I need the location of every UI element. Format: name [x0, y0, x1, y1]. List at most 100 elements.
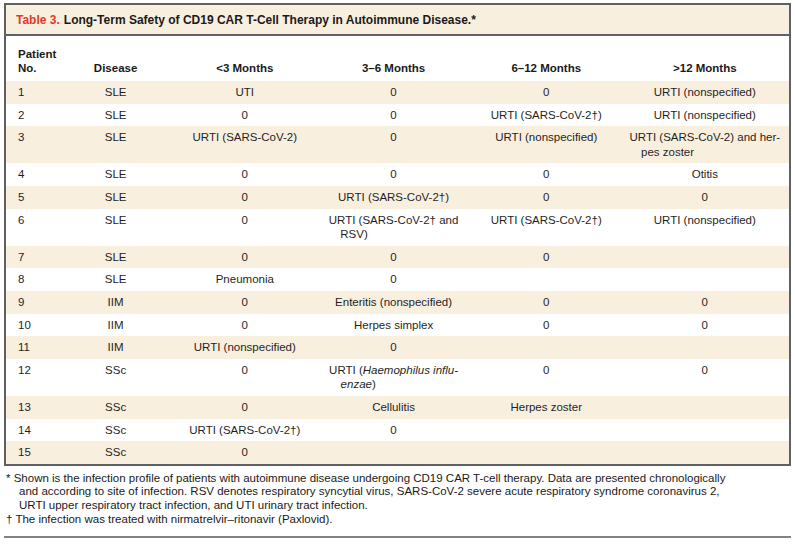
table-cell: IIM — [57, 314, 174, 337]
table-cell: IIM — [57, 336, 174, 359]
table-cell: SLE — [57, 186, 174, 209]
column-header-disease: Disease — [57, 36, 174, 81]
table-cell: SLE — [57, 209, 174, 246]
table-cell — [472, 268, 621, 291]
table-cell: 0 — [174, 441, 315, 464]
table-cell: 5 — [6, 186, 57, 209]
table-row: 8SLEPneumonia0 — [6, 268, 789, 291]
table-cell: 0 — [315, 336, 472, 359]
table-cell: 10 — [6, 314, 57, 337]
footnotes: * Shown is the infection profile of pati… — [4, 466, 791, 527]
table-cell: 0 — [472, 186, 621, 209]
table-cell: 0 — [472, 81, 621, 104]
table-cell: 0 — [174, 314, 315, 337]
table-row: 15SSc0 — [6, 441, 789, 464]
column-header-12-months: >12 Months — [621, 36, 789, 81]
table-cell: Otitis — [621, 163, 789, 186]
table-cell: 2 — [6, 104, 57, 127]
table-cell — [621, 396, 789, 419]
table-cell: Pneumonia — [174, 268, 315, 291]
table-cell: 0 — [621, 314, 789, 337]
table-cell: SLE — [57, 163, 174, 186]
table-cell: 0 — [315, 104, 472, 127]
table-cell: Enteritis (nonspecified) — [315, 291, 472, 314]
cell-text: URTI (SARS-CoV-2† andRSV) — [329, 213, 459, 242]
table-cell: URTI (SARS-CoV-2) and her-pes zoster — [621, 126, 789, 163]
table-row: 11IIMURTI (nonspecified)0 — [6, 336, 789, 359]
table-cell: 0 — [472, 163, 621, 186]
table-cell: 0 — [315, 126, 472, 163]
table-cell — [621, 246, 789, 269]
table-cell: URTI (nonspecified) — [472, 126, 621, 163]
table-cell: URTI (nonspecified) — [621, 81, 789, 104]
table-cell: 0 — [315, 268, 472, 291]
table-cell: URTI (SARS-CoV-2†) — [472, 104, 621, 127]
table-row: 3SLEURTI (SARS-CoV-2)0URTI (nonspecified… — [6, 126, 789, 163]
table-title-text: Long-Term Safety of CD19 CAR T-Cell Ther… — [64, 13, 476, 27]
table-row: 4SLE000Otitis — [6, 163, 789, 186]
footnote-marker: † — [6, 513, 12, 525]
table-cell: 0 — [621, 186, 789, 209]
table-cell: Cellulitis — [315, 396, 472, 419]
table-cell — [315, 441, 472, 464]
footnote-asterisk: * Shown is the infection profile of pati… — [6, 472, 789, 513]
table-cell: 7 — [6, 246, 57, 269]
table-cell: URTI (nonspecified) — [621, 104, 789, 127]
table-cell: 0 — [174, 163, 315, 186]
header-row: PatientNo.Disease<3 Months3–6 Months6–12… — [6, 36, 789, 81]
table-cell: 6 — [6, 209, 57, 246]
table-cell: 0 — [174, 186, 315, 209]
footnote-dagger: † The infection was treated with nirmatr… — [6, 513, 789, 527]
table-cell: URTI (nonspecified) — [174, 336, 315, 359]
table-cell: URTI (SARS-CoV-2†) — [472, 209, 621, 246]
table-row: 2SLE00URTI (SARS-CoV-2†)URTI (nonspecifi… — [6, 104, 789, 127]
table-cell: SLE — [57, 268, 174, 291]
table-cell — [621, 268, 789, 291]
table-cell: 0 — [472, 291, 621, 314]
table-number: Table 3. — [16, 13, 64, 27]
footnote-marker: * — [6, 472, 10, 484]
table-cell: URTI (SARS-CoV-2† andRSV) — [315, 209, 472, 246]
table-cell: 11 — [6, 336, 57, 359]
infection-table: PatientNo.Disease<3 Months3–6 Months6–12… — [6, 36, 789, 464]
table-cell: 13 — [6, 396, 57, 419]
table-cell — [621, 419, 789, 442]
column-header-3-months: <3 Months — [174, 36, 315, 81]
column-header-3-6-months: 3–6 Months — [315, 36, 472, 81]
table-cell — [472, 419, 621, 442]
footnote-text: Shown is the infection profile of patien… — [14, 472, 726, 512]
table-title-bar: Table 3.Long-Term Safety of CD19 CAR T-C… — [6, 5, 789, 36]
table-cell: IIM — [57, 291, 174, 314]
footnote-text: The infection was treated with nirmatrel… — [15, 513, 332, 525]
table-cell: SSc — [57, 441, 174, 464]
table-cell: 0 — [174, 396, 315, 419]
table-body: 1SLEUTI00URTI (nonspecified)2SLE00URTI (… — [6, 81, 789, 464]
bottom-rule — [4, 536, 791, 538]
table-cell — [472, 441, 621, 464]
table-cell: UTI — [174, 81, 315, 104]
cell-text: URTI (SARS-CoV-2) and her-pes zoster — [630, 130, 781, 159]
table-cell: 0 — [472, 246, 621, 269]
table-cell: 0 — [621, 291, 789, 314]
table-row: 7SLE000 — [6, 246, 789, 269]
table-cell: URTI (SARS-CoV-2) — [174, 126, 315, 163]
table-row: 6SLE0 URTI (SARS-CoV-2† andRSV) URTI (SARS… — [6, 209, 789, 246]
table-cell: 1 — [6, 81, 57, 104]
table-cell: 0 — [315, 163, 472, 186]
table-cell: 14 — [6, 419, 57, 442]
table-cell: 15 — [6, 441, 57, 464]
table-cell: 0 — [315, 81, 472, 104]
table-row: 14SScURTI (SARS-CoV-2†)0 — [6, 419, 789, 442]
table-cell: 0 — [174, 209, 315, 246]
table-cell: URTI (nonspecified) — [621, 209, 789, 246]
table-cell: 0 — [174, 291, 315, 314]
table-cell: 0 — [174, 104, 315, 127]
table-cell: Herpes zoster — [472, 396, 621, 419]
table-cell: 8 — [6, 268, 57, 291]
table-cell: 0 — [315, 246, 472, 269]
table-cell: 0 — [472, 314, 621, 337]
table-cell: 0 — [472, 359, 621, 396]
table-cell: URTI (SARS-CoV-2†) — [174, 419, 315, 442]
table-cell — [621, 441, 789, 464]
table-cell: SLE — [57, 246, 174, 269]
